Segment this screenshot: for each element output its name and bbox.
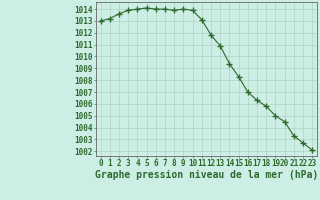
X-axis label: Graphe pression niveau de la mer (hPa): Graphe pression niveau de la mer (hPa) xyxy=(95,170,318,180)
